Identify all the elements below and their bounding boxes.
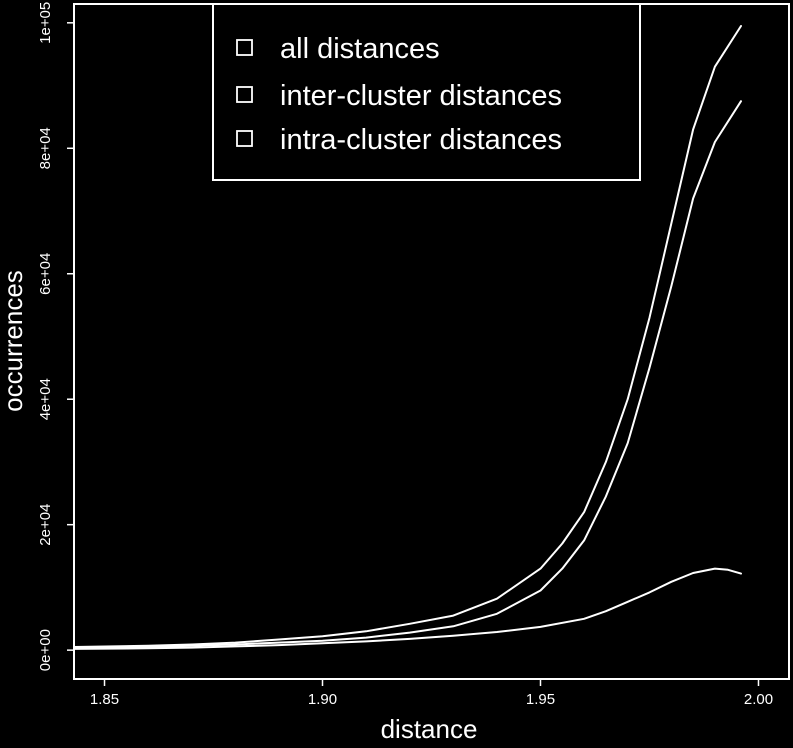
legend-marker [236, 130, 253, 147]
legend-label: all distances [280, 33, 440, 65]
legend: all distances inter-cluster distances intr… [212, 3, 641, 181]
y-axis-title: occurrences [0, 270, 28, 412]
legend-label: inter-cluster distances [280, 80, 562, 112]
legend-label: intra-cluster distances [280, 124, 562, 156]
legend-marker [236, 39, 253, 56]
x-tick-label: 1.95 [526, 691, 555, 708]
series-line-1 [73, 25, 742, 648]
x-axis: 1.85 1.90 1.95 2.00 [90, 679, 773, 708]
y-tick-label: 0e+00 [37, 629, 54, 671]
x-tick-label: 2.00 [744, 691, 773, 708]
y-tick-label: 8e+04 [37, 127, 54, 169]
y-tick-label: 2e+04 [37, 504, 54, 546]
series-line-3 [73, 567, 742, 650]
x-axis-title: distance [381, 714, 478, 743]
y-axis: 0e+00 2e+04 4e+04 6e+04 8e+04 1e+05 [37, 2, 74, 671]
y-tick-label: 6e+04 [37, 253, 54, 295]
y-tick-label: 1e+05 [37, 2, 54, 44]
legend-box [212, 3, 641, 181]
y-tick-label: 4e+04 [37, 378, 54, 420]
series-line-2 [73, 100, 742, 650]
x-tick-label: 1.90 [308, 691, 337, 708]
legend-marker [236, 86, 253, 103]
series-layer [73, 25, 742, 650]
x-tick-label: 1.85 [90, 691, 119, 708]
